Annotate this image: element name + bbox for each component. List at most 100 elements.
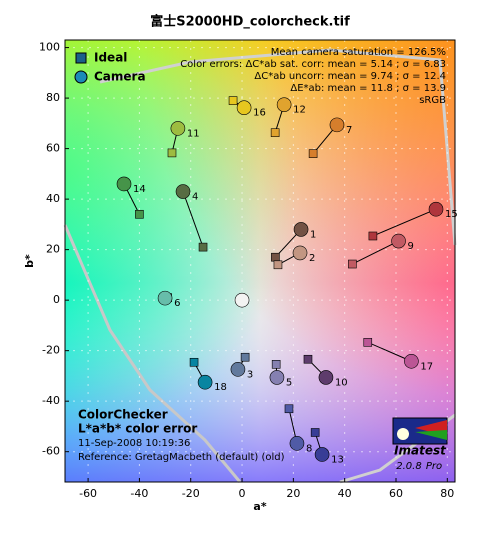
logo-name: Imatest <box>394 444 447 458</box>
ideal-marker <box>135 209 144 219</box>
ideal-marker <box>271 252 280 262</box>
patch-label: 3 <box>247 369 253 380</box>
ideal-marker <box>198 242 208 252</box>
x-tick-label: -60 <box>79 487 97 500</box>
camera-marker <box>329 117 345 133</box>
logo-version: 2.0.8 <box>396 461 421 472</box>
patch-label: 9 <box>408 241 414 252</box>
error-line <box>372 208 437 237</box>
y-tick-label: 0 <box>53 293 60 306</box>
patch-label: 15 <box>445 209 458 220</box>
legend-marker <box>74 70 88 84</box>
ideal-marker <box>271 360 281 369</box>
camera-marker <box>175 184 191 199</box>
patch-label: 13 <box>331 454 344 465</box>
patch-label: 4 <box>192 192 198 203</box>
ideal-marker <box>270 128 280 137</box>
error-line <box>182 191 204 248</box>
ideal-marker <box>284 404 294 414</box>
y-tick-label: 40 <box>46 192 60 205</box>
camera-marker <box>404 353 419 369</box>
note: 11-Sep-2008 10:19:36 <box>78 438 190 449</box>
annotation: ΔC*ab uncorr: mean = 9.74 ; σ = 12.4 <box>254 71 446 82</box>
patch-label: 2 <box>309 253 315 264</box>
plot-frame <box>64 39 456 483</box>
chart-title: 富士S2000HD_colorcheck.tif <box>150 14 350 30</box>
camera-marker <box>391 233 406 249</box>
camera-marker <box>276 97 292 112</box>
logo-stripe <box>415 430 447 440</box>
plot-background <box>63 40 457 484</box>
logo: Imatest 2.0.8 Pro <box>392 417 448 472</box>
x-tick-label: -20 <box>182 487 200 500</box>
camera-marker <box>314 447 330 462</box>
camera-marker <box>269 370 285 385</box>
grid <box>65 40 455 482</box>
camera-marker <box>428 201 444 217</box>
logo-edition: Pro <box>426 461 442 472</box>
camera-marker <box>157 290 173 306</box>
y-tick-label: 20 <box>46 243 60 256</box>
legend-label: Ideal <box>94 51 127 65</box>
gamut-line <box>99 48 457 246</box>
y-tick-label: -60 <box>42 445 60 458</box>
note: ColorChecker <box>78 408 168 422</box>
patch-label: 7 <box>346 125 352 136</box>
patch-label: 11 <box>187 128 200 139</box>
patch-label: 1 <box>310 229 316 240</box>
legend-marker <box>75 52 87 64</box>
x-tick-label: -40 <box>130 487 148 500</box>
note: L*a*b* color error <box>78 422 197 436</box>
patch-label: 16 <box>253 108 266 119</box>
camera-marker <box>293 222 309 237</box>
legend-label: Camera <box>94 70 146 84</box>
logo-sun <box>397 428 409 440</box>
ideal-marker <box>228 96 238 105</box>
x-tick-label: 0 <box>239 487 246 500</box>
camera-marker <box>318 370 334 385</box>
patch-label: 6 <box>174 298 180 309</box>
camera-marker <box>289 436 305 451</box>
patch-label: 17 <box>420 361 433 372</box>
ideal-marker <box>363 338 373 347</box>
y-tick-label: 80 <box>46 91 60 104</box>
note: Reference: GretagMacbeth (default) (old) <box>78 452 285 463</box>
patch-label: 14 <box>133 184 146 195</box>
ideal-marker <box>189 357 199 367</box>
ideal-marker <box>167 148 177 158</box>
y-tick-label: -20 <box>42 344 60 357</box>
error-line <box>367 341 412 362</box>
y-tick-label: -40 <box>42 394 60 407</box>
camera-marker <box>292 245 308 261</box>
y-tick-label: 60 <box>46 142 60 155</box>
patch-label: 18 <box>214 382 227 393</box>
annotation: sRGB <box>419 95 446 106</box>
annotation: Mean camera saturation = 126.5% <box>271 47 446 58</box>
x-tick-label: 40 <box>338 487 352 500</box>
patch-label: 10 <box>335 377 348 388</box>
ideal-marker <box>303 354 313 364</box>
camera-marker <box>230 362 246 377</box>
annotation: Color errors: ΔC*ab sat. corr: mean = 5.… <box>180 59 446 70</box>
camera-marker <box>236 100 252 115</box>
ideal-marker <box>273 260 283 270</box>
x-tick-label: 60 <box>389 487 403 500</box>
y-axis-label: b* <box>23 254 36 268</box>
annotation: ΔE*ab: mean = 11.8 ; σ = 13.9 <box>290 83 446 94</box>
patch-label: 8 <box>306 443 312 454</box>
patch-label: 12 <box>293 105 306 116</box>
ideal-marker <box>310 428 320 437</box>
x-tick-label: 20 <box>286 487 300 500</box>
camera-marker <box>234 292 250 308</box>
camera-marker <box>170 121 186 136</box>
y-tick-label: 100 <box>39 41 60 54</box>
camera-marker <box>197 374 213 390</box>
ideal-marker <box>368 231 378 241</box>
ideal-marker <box>308 149 318 158</box>
patch-label: 5 <box>286 377 292 388</box>
annotations: Mean camera saturation = 126.5%Color err… <box>180 47 446 106</box>
camera-marker <box>116 176 132 192</box>
